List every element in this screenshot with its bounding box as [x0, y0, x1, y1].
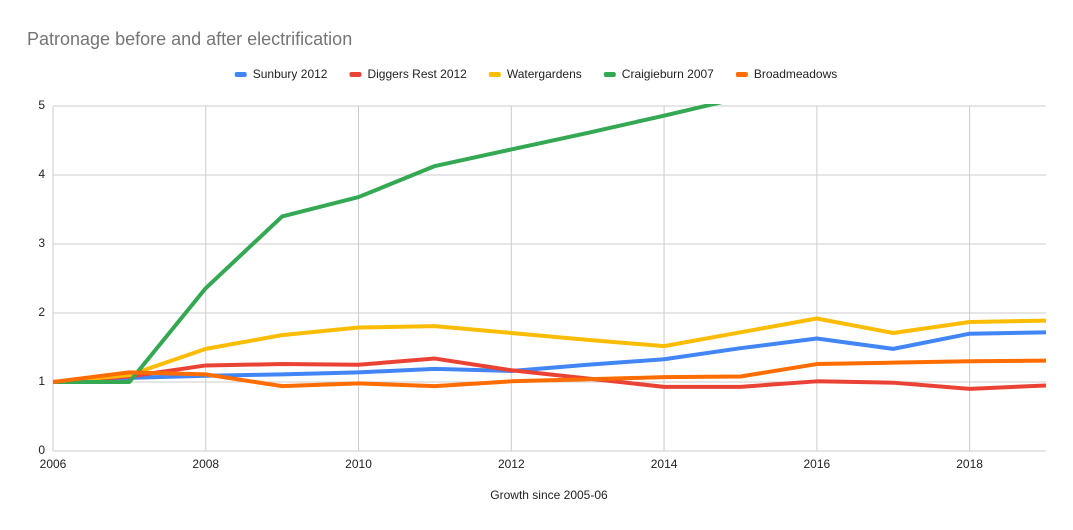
legend-marker — [234, 72, 247, 77]
y-tick-label: 4 — [38, 167, 45, 181]
x-axis-label: Growth since 2005-06 — [490, 488, 608, 502]
legend-label: Broadmeadows — [754, 67, 837, 81]
legend-label: Sunbury 2012 — [253, 67, 328, 81]
series-line — [53, 356, 1047, 391]
legend-marker — [488, 72, 501, 77]
y-tick-label: 2 — [38, 305, 45, 319]
y-tick-label: 0 — [38, 443, 45, 457]
x-tick-label: 2016 — [803, 457, 830, 471]
x-tick-label: 2018 — [956, 457, 983, 471]
series-line — [53, 316, 1047, 384]
legend-label: Diggers Rest 2012 — [367, 67, 467, 81]
x-tick-label: 2012 — [498, 457, 525, 471]
y-tick-label: 1 — [38, 374, 45, 388]
legend-label: Watergardens — [507, 67, 582, 81]
chart-title: Patronage before and after electrificati… — [27, 29, 352, 49]
legend-marker — [735, 72, 748, 77]
y-tick-label: 3 — [38, 236, 45, 250]
x-tick-label: 2010 — [345, 457, 372, 471]
legend-marker — [603, 72, 616, 77]
series-line — [53, 358, 1047, 389]
plot-lines — [53, 104, 1047, 391]
series-line — [53, 104, 723, 384]
legend: Sunbury 2012 Diggers Rest 2012 Watergarden… — [234, 67, 837, 81]
x-tick-label: 2006 — [40, 457, 67, 471]
legend-marker — [349, 72, 362, 77]
y-tick-label: 5 — [38, 98, 45, 112]
x-tick-label: 2014 — [651, 457, 678, 471]
x-tick-label: 2008 — [192, 457, 219, 471]
legend-label: Craigieburn 2007 — [622, 67, 714, 81]
